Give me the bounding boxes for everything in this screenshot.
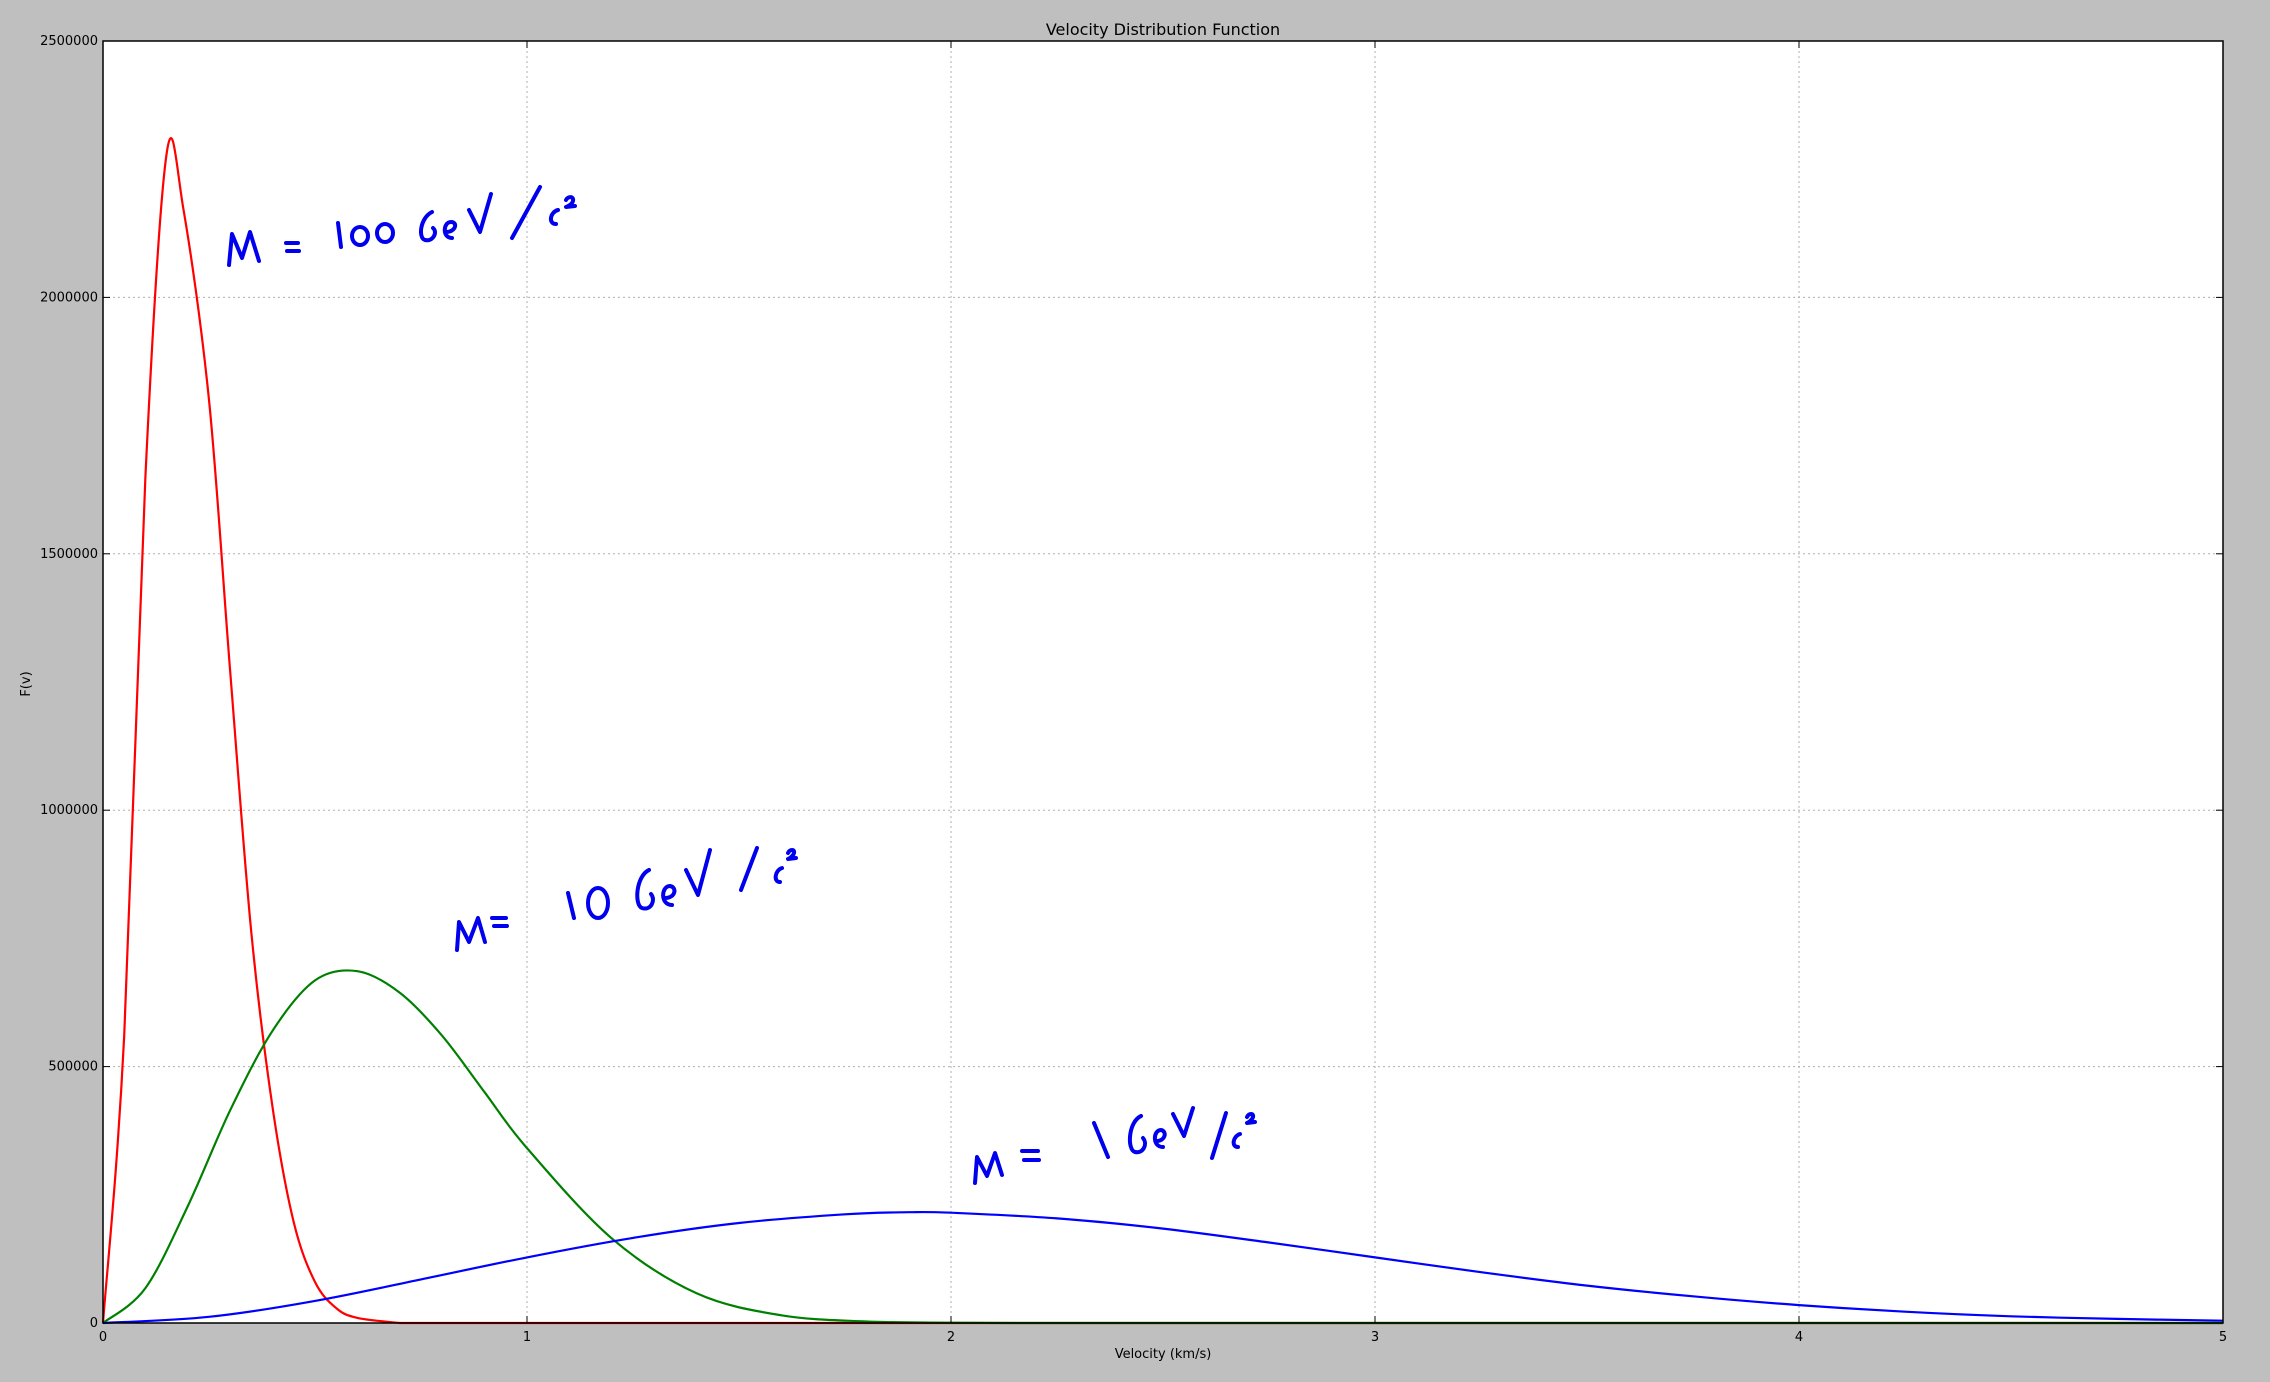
series-lines <box>101 137 2224 1325</box>
series-line-3 <box>102 1210 2224 1325</box>
y-tick-label: 2000000 <box>40 290 98 305</box>
x-axis-label: Velocity (km/s) <box>1115 1347 1212 1362</box>
y-tick-label: 1000000 <box>40 803 98 818</box>
grid <box>103 41 2223 1323</box>
x-tick-label: 2 <box>947 1330 955 1345</box>
chart-title: Velocity Distribution Function <box>1046 20 1280 39</box>
x-tick-label: 4 <box>1795 1330 1803 1345</box>
x-tick-label: 3 <box>1371 1330 1379 1345</box>
annotation-mass-100 <box>227 185 577 267</box>
y-tick-label: 500000 <box>48 1060 98 1075</box>
y-tick-label: 2500000 <box>40 34 98 49</box>
handwritten-annotations <box>227 185 1257 1185</box>
y-tick-label: 1500000 <box>40 547 98 562</box>
series-line-2 <box>102 969 2223 1325</box>
x-tick-label: 1 <box>523 1330 531 1345</box>
ticks: 0 1 2 3 4 5 0 500000 1000000 1500000 2000000 250000… <box>40 34 2227 1345</box>
x-tick-label: 5 <box>2219 1330 2227 1345</box>
annotation-mass-1 <box>973 1106 1257 1185</box>
annotation-mass-10 <box>455 846 798 952</box>
plot-frame <box>102 40 2224 1324</box>
y-tick-label: 0 <box>90 1316 98 1331</box>
plot-area <box>103 41 2223 1323</box>
series-line-1 <box>101 137 2223 1325</box>
y-axis-label: F(v) <box>19 671 34 696</box>
x-tick-label: 0 <box>99 1330 107 1345</box>
